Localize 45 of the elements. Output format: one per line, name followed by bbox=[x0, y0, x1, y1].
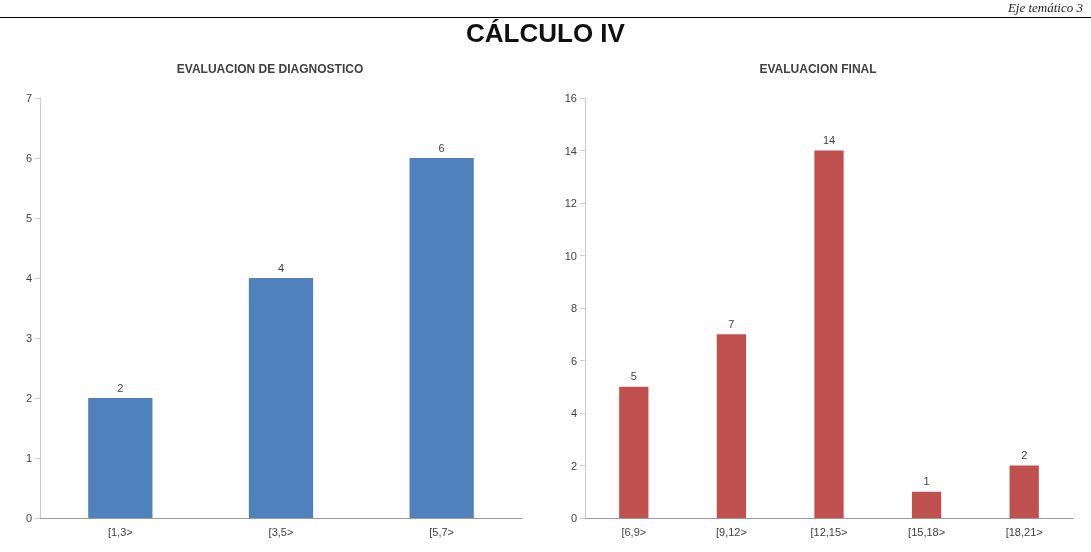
bar bbox=[814, 150, 844, 518]
text: Eje temático 3 bbox=[1007, 0, 1083, 16]
y-tick-label: 6 bbox=[570, 354, 577, 367]
y-tick-label: 16 bbox=[564, 92, 577, 104]
x-tick-label: [18,21> bbox=[1005, 525, 1043, 538]
y-tick-label: 2 bbox=[25, 392, 32, 404]
y-tick-label: 2 bbox=[570, 459, 577, 472]
y-tick-label: 5 bbox=[25, 212, 32, 224]
y-tick-label: 4 bbox=[25, 272, 32, 284]
chart-title: EVALUACION DE DIAGNOSTICO bbox=[176, 62, 364, 76]
data-label: 14 bbox=[822, 134, 836, 146]
bar bbox=[716, 334, 747, 518]
x-tick-label: [1,3> bbox=[107, 525, 133, 538]
bar bbox=[1009, 465, 1039, 518]
y-tick-label: 4 bbox=[570, 407, 577, 419]
data-label: 6 bbox=[438, 141, 445, 154]
y-tick-label: 3 bbox=[25, 332, 32, 344]
data-label: 1 bbox=[923, 475, 930, 488]
bar bbox=[409, 158, 474, 518]
y-tick-label: 8 bbox=[570, 302, 577, 314]
data-label: 7 bbox=[728, 317, 735, 330]
x-tick-label: [15,18> bbox=[908, 525, 946, 538]
y-tick-label: 0 bbox=[570, 512, 577, 524]
text: CÁLCULO IV bbox=[465, 18, 626, 49]
y-tick-label: 12 bbox=[564, 197, 577, 209]
data-label: 2 bbox=[1021, 449, 1028, 461]
x-tick-label: [9,12> bbox=[715, 525, 747, 538]
y-tick-label: 14 bbox=[564, 144, 577, 157]
x-tick-label: [5,7> bbox=[429, 525, 455, 538]
data-label: 2 bbox=[117, 381, 124, 394]
x-tick-label: [12,15> bbox=[810, 525, 848, 538]
bar bbox=[619, 386, 649, 518]
y-tick-label: 1 bbox=[25, 452, 32, 464]
bar bbox=[248, 278, 314, 518]
y-tick-label: 6 bbox=[25, 152, 32, 164]
y-tick-label: 10 bbox=[564, 249, 577, 262]
data-label: 4 bbox=[277, 261, 285, 274]
x-tick-label: [6,9> bbox=[621, 525, 647, 538]
bar bbox=[911, 491, 942, 518]
data-label: 5 bbox=[630, 370, 637, 383]
bar bbox=[88, 398, 153, 518]
chart-title: EVALUACION FINAL bbox=[759, 62, 877, 76]
y-tick-label: 0 bbox=[25, 512, 32, 524]
x-tick-label: [3,5> bbox=[268, 525, 294, 538]
y-tick-label: 7 bbox=[25, 92, 32, 104]
